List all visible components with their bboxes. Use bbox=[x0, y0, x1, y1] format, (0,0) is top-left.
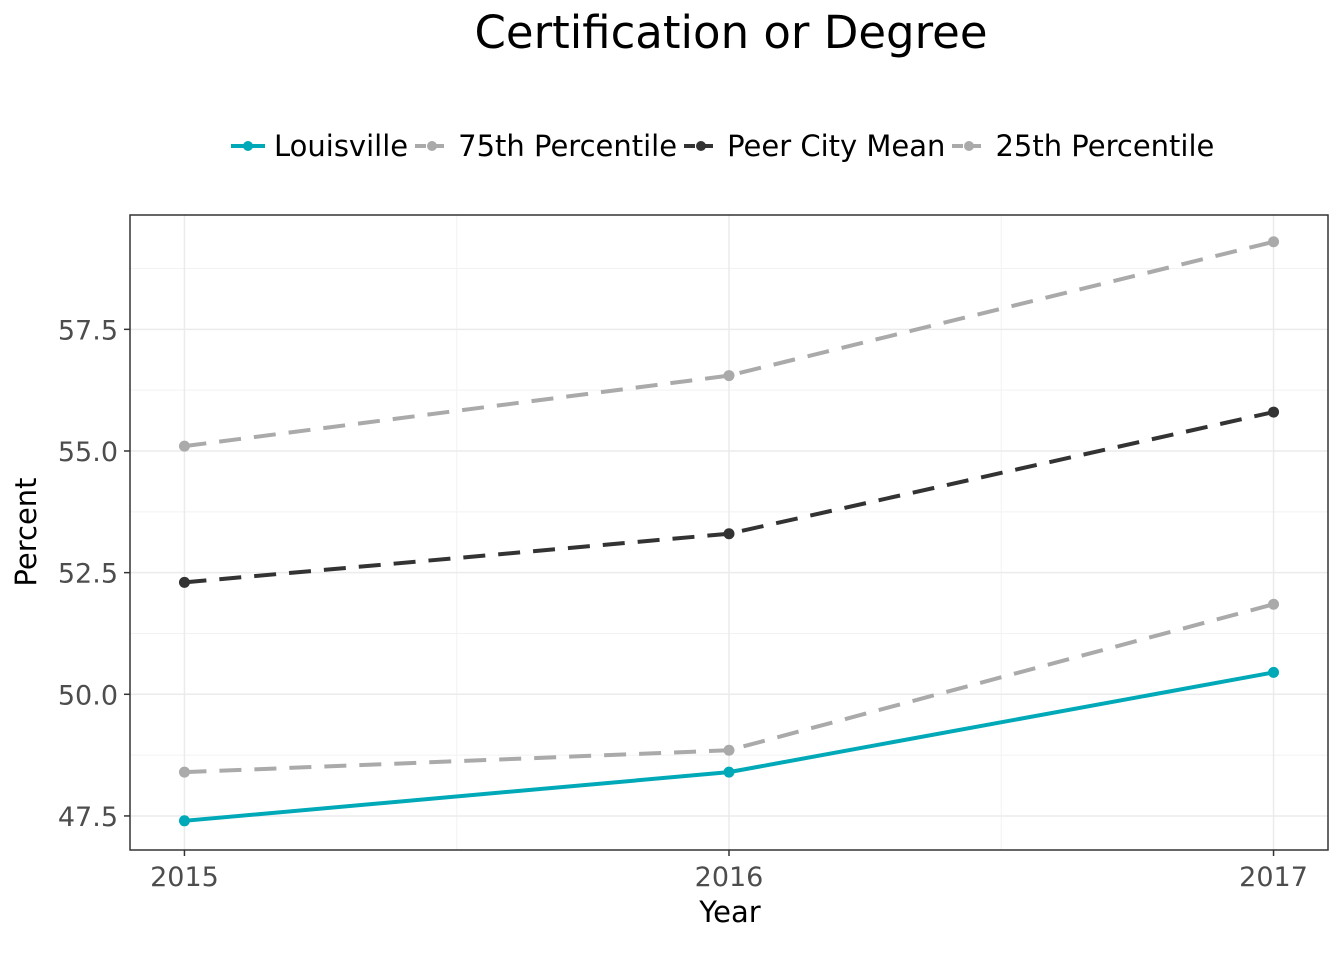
y-axis: 47.5 50.0 52.5 55.0 57.5 bbox=[58, 315, 130, 833]
x-axis: 2015 2016 2017 bbox=[150, 850, 1308, 893]
x-tick-label: 2016 bbox=[695, 862, 764, 893]
series-point-peer-city-mean bbox=[1268, 406, 1280, 418]
legend-item-peer-city-mean: Peer City Mean bbox=[681, 124, 945, 168]
series-point-25th-percentile bbox=[178, 766, 190, 778]
legend-label-75th-percentile: 75th Percentile bbox=[458, 129, 678, 163]
legend-item-25th-percentile: 25th Percentile bbox=[949, 124, 1214, 168]
chart-title: Certification or Degree bbox=[474, 6, 988, 59]
y-axis-title: Percent bbox=[9, 477, 43, 586]
x-tick-label: 2015 bbox=[150, 862, 219, 893]
series-point-75th-percentile bbox=[723, 370, 735, 382]
series-point-25th-percentile bbox=[723, 744, 735, 756]
series-layer bbox=[178, 236, 1280, 827]
series-point-peer-city-mean bbox=[178, 576, 190, 588]
series-point-75th-percentile bbox=[178, 440, 190, 452]
series-point-louisville bbox=[178, 815, 190, 827]
legend-label-25th-percentile: 25th Percentile bbox=[995, 129, 1215, 163]
x-axis-title: Year bbox=[698, 895, 760, 929]
series-point-peer-city-mean bbox=[723, 528, 735, 540]
legend-item-75th-percentile: 75th Percentile bbox=[412, 124, 677, 168]
series-point-75th-percentile bbox=[1268, 236, 1280, 248]
y-tick-label: 47.5 bbox=[58, 802, 118, 833]
x-tick-label: 2017 bbox=[1239, 862, 1308, 893]
legend-label-peer-city-mean: Peer City Mean bbox=[727, 129, 946, 163]
legend-key-peer-city-mean bbox=[684, 141, 719, 151]
legend-key-75th-percentile bbox=[415, 141, 450, 151]
y-tick-label: 52.5 bbox=[58, 559, 118, 590]
y-tick-label: 50.0 bbox=[58, 680, 118, 711]
legend-item-louisville: Louisville bbox=[228, 124, 408, 168]
legend-key-25th-percentile bbox=[952, 141, 987, 151]
major-gridlines bbox=[130, 215, 1328, 850]
series-point-25th-percentile bbox=[1268, 598, 1280, 610]
series-line-75th-percentile bbox=[184, 239, 1275, 449]
y-tick-label: 55.0 bbox=[58, 437, 118, 468]
legend-key-louisville bbox=[231, 141, 265, 151]
legend: Louisville 75th Percentile Peer City Mean 2… bbox=[228, 124, 1218, 168]
series-point-louisville bbox=[723, 766, 735, 778]
legend-label-louisville: Louisville bbox=[274, 129, 409, 163]
series-point-louisville bbox=[1268, 666, 1280, 678]
y-tick-label: 57.5 bbox=[58, 315, 118, 346]
